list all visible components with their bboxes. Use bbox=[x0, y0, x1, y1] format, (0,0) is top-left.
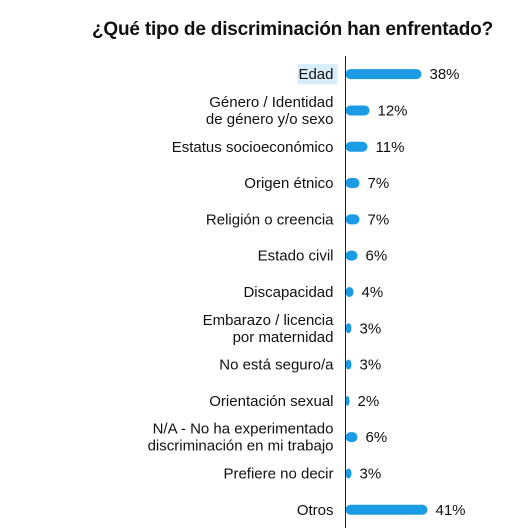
category-label: de género y/o sexo bbox=[206, 111, 334, 128]
value-label: 6% bbox=[366, 248, 388, 265]
bar bbox=[345, 504, 428, 515]
value-label: 41% bbox=[436, 502, 466, 519]
bar bbox=[345, 69, 422, 80]
category-label: Prefiere no decir bbox=[223, 465, 333, 482]
bar bbox=[345, 250, 358, 261]
category-label: por maternidad bbox=[233, 329, 334, 346]
value-label: 12% bbox=[378, 102, 408, 119]
bar bbox=[345, 105, 370, 116]
category-label: Estado civil bbox=[258, 248, 334, 265]
value-label: 7% bbox=[368, 175, 390, 192]
category-highlight bbox=[297, 64, 338, 85]
category-label: Edad bbox=[298, 66, 333, 83]
value-label: 3% bbox=[360, 320, 382, 337]
category-label: Origen étnico bbox=[244, 175, 333, 192]
value-label: 7% bbox=[368, 211, 390, 228]
bar bbox=[345, 395, 350, 406]
category-label: Religión o creencia bbox=[206, 211, 334, 228]
category-label: Género / Identidad bbox=[209, 94, 333, 111]
category-label: Estatus socioeconómico bbox=[172, 139, 334, 156]
category-label: Embarazo / licencia bbox=[203, 312, 335, 329]
category-label: Orientación sexual bbox=[209, 393, 333, 410]
bar bbox=[345, 432, 358, 443]
category-label: discriminación en mi trabajo bbox=[148, 438, 334, 455]
value-label: 38% bbox=[430, 66, 460, 83]
chart-title: ¿Qué tipo de discriminación han enfrenta… bbox=[92, 19, 493, 40]
value-label: 11% bbox=[376, 139, 405, 156]
category-label: N/A - No ha experimentado bbox=[153, 421, 334, 438]
bar bbox=[345, 468, 352, 479]
value-label: 6% bbox=[366, 429, 388, 446]
category-label: Otros bbox=[297, 502, 334, 519]
bar bbox=[345, 214, 360, 225]
bar bbox=[345, 323, 352, 334]
value-label: 3% bbox=[360, 357, 382, 374]
value-label: 2% bbox=[358, 393, 380, 410]
value-label: 4% bbox=[362, 284, 384, 301]
bar bbox=[345, 178, 360, 189]
bar bbox=[345, 141, 368, 152]
category-label: No está seguro/a bbox=[219, 357, 334, 374]
category-label: Discapacidad bbox=[243, 284, 333, 301]
bar bbox=[345, 359, 352, 370]
bar bbox=[345, 286, 354, 297]
value-label: 3% bbox=[360, 465, 382, 482]
